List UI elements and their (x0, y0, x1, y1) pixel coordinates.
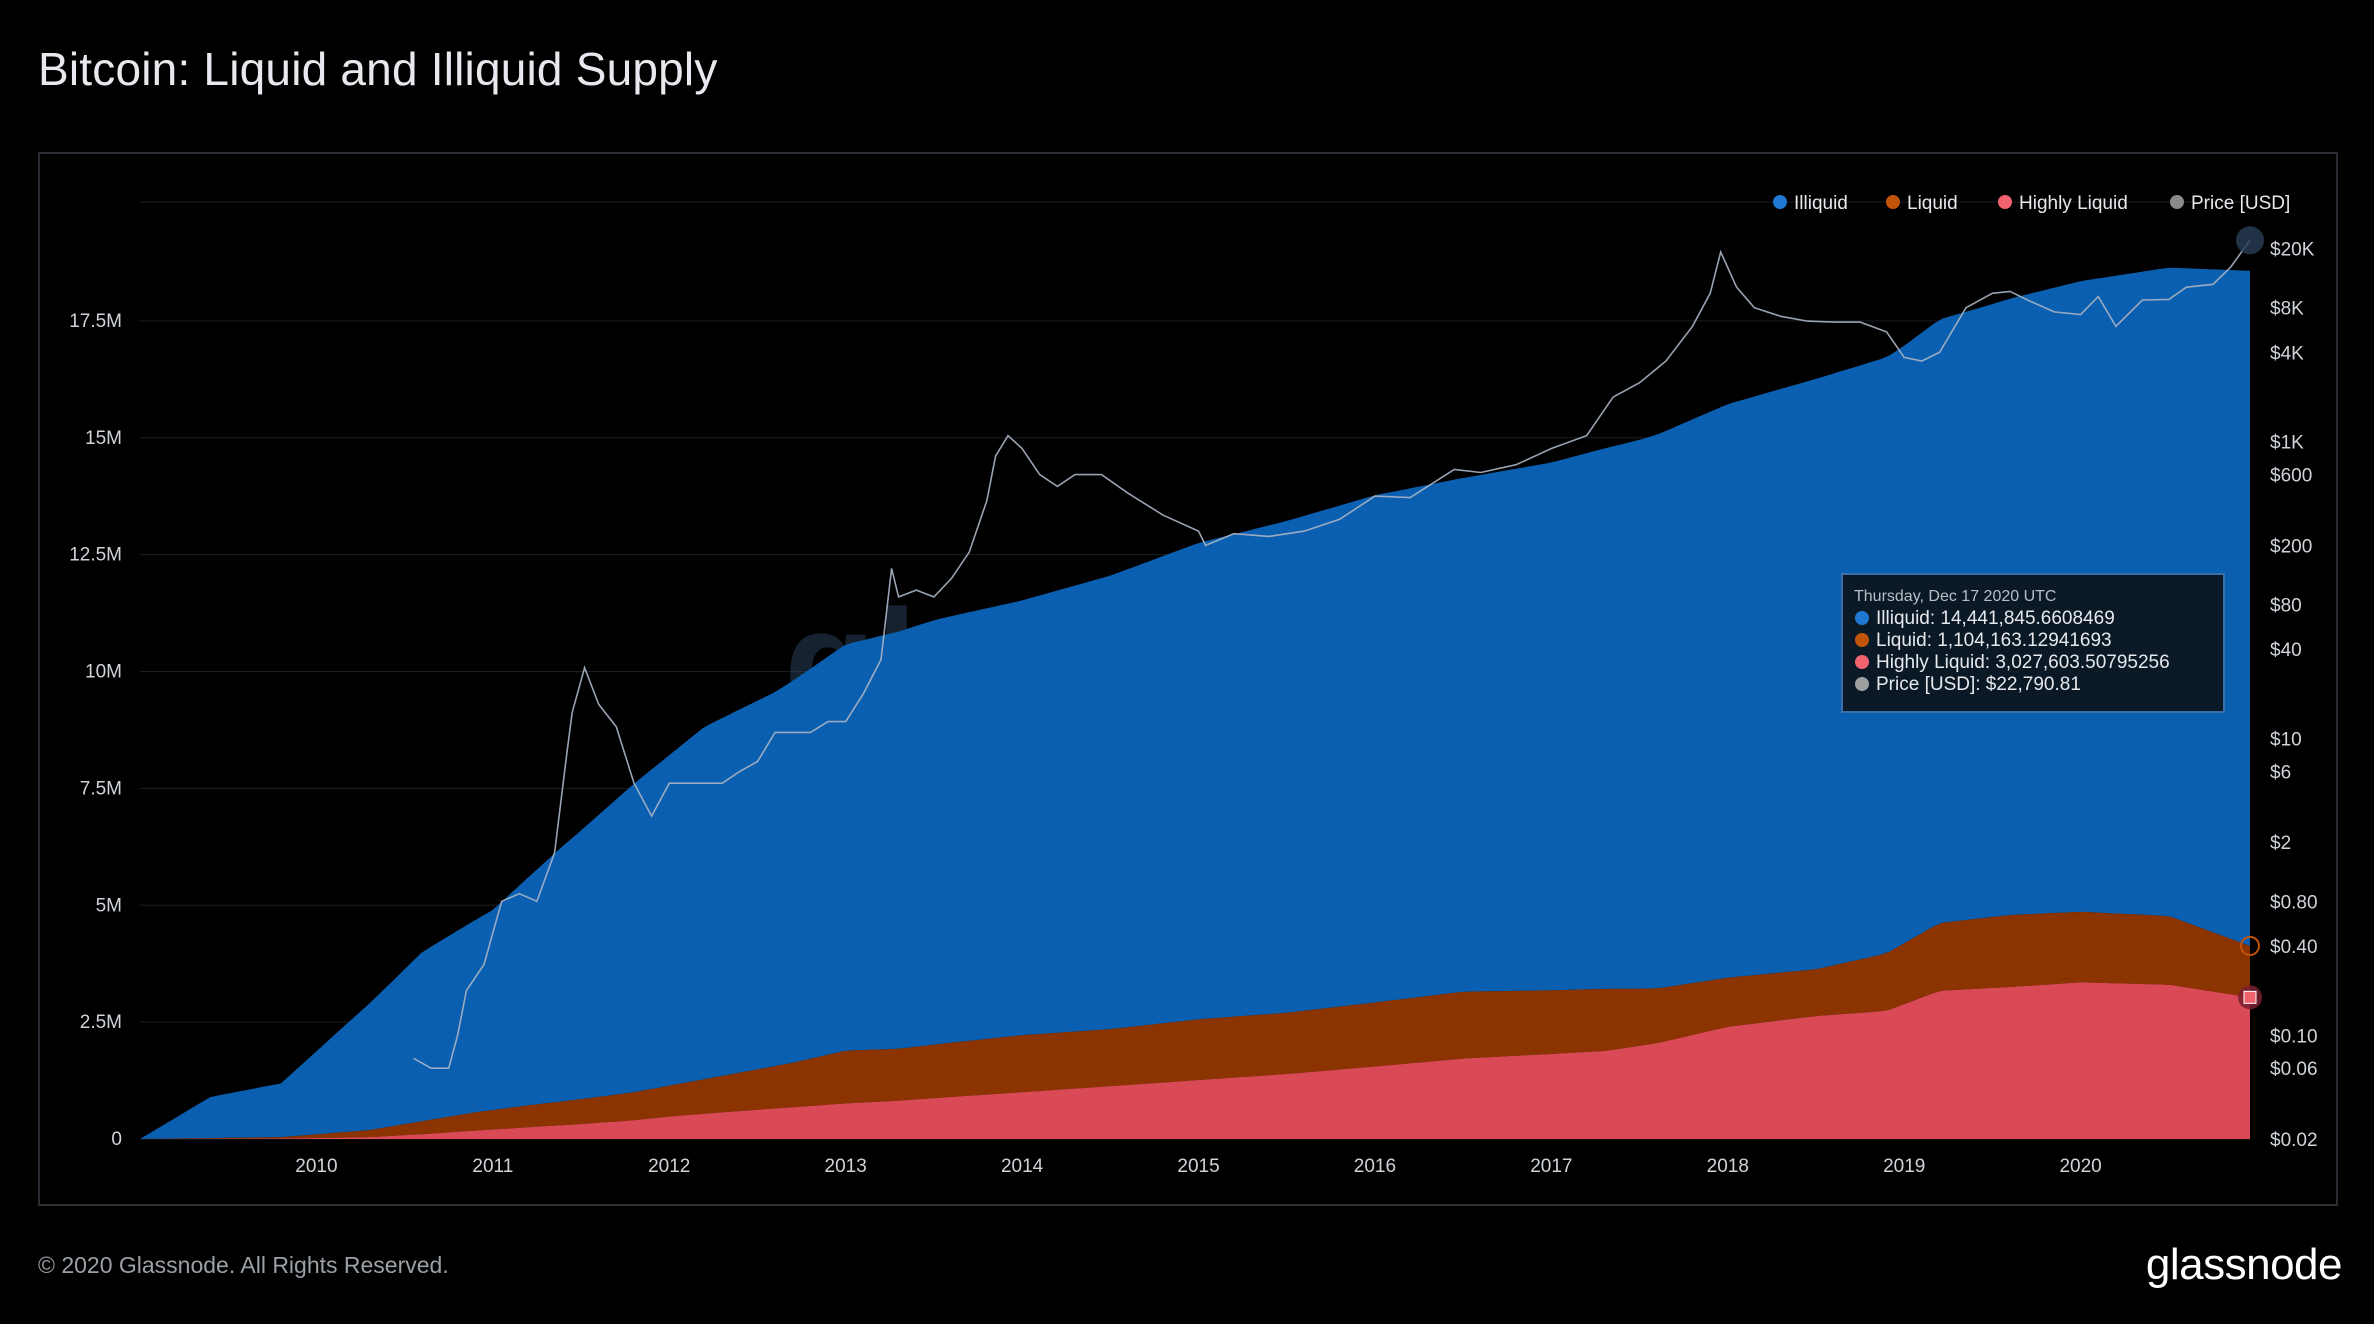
price-line[interactable] (413, 239, 2251, 1069)
x-tick-label-5: 2015 (1177, 1156, 1219, 1177)
x-tick-label-3: 2013 (825, 1156, 867, 1177)
chart-panel[interactable]: glassnode02.5M5M7.5M10M12.5M15M17.5M$0.0… (38, 152, 2338, 1206)
legend-swatch-3[interactable] (2170, 195, 2184, 209)
y-left-tick-label-6: 15M (85, 428, 122, 449)
y-right-tick-label-8: $40 (2270, 640, 2302, 661)
y-right-tick-label-10: $200 (2270, 536, 2312, 557)
x-tick-label-9: 2019 (1883, 1156, 1925, 1177)
y-right-tick-label-14: $8K (2270, 299, 2304, 320)
legend-swatch-2[interactable] (1998, 195, 2012, 209)
tooltip-row-1: Liquid: 1,104,163.12941693 (1876, 630, 2112, 651)
tooltip-swatch-0 (1855, 611, 1869, 625)
y-right-tick-label-7: $10 (2270, 730, 2302, 751)
y-left-tick-label-5: 12.5M (69, 545, 122, 566)
x-tick-label-2: 2012 (648, 1156, 690, 1177)
liquid-endpoint-marker[interactable] (2240, 935, 2260, 956)
chart-svg[interactable]: glassnode02.5M5M7.5M10M12.5M15M17.5M$0.0… (40, 154, 2336, 1204)
y-left-tick-label-2: 5M (96, 895, 122, 916)
copyright-footer: © 2020 Glassnode. All Rights Reserved. (38, 1252, 449, 1278)
y-left-tick-label-0: 0 (111, 1129, 122, 1150)
x-tick-label-8: 2018 (1707, 1156, 1749, 1177)
tooltip-row-2: Highly Liquid: 3,027,603.50795256 (1876, 652, 2170, 673)
illiquid-area[interactable] (140, 267, 2250, 1139)
y-left-tick-label-1: 2.5M (80, 1012, 122, 1033)
x-tick-label-7: 2017 (1530, 1156, 1572, 1177)
y-right-tick-label-0: $0.02 (2270, 1130, 2318, 1151)
legend-swatch-0[interactable] (1773, 195, 1787, 209)
highly-liquid-endpoint-square[interactable] (2243, 990, 2257, 1004)
glassnode-logo[interactable]: glassnode (2145, 1240, 2343, 1289)
tooltip-date: Thursday, Dec 17 2020 UTC (1854, 588, 2056, 605)
y-right-tick-label-4: $0.80 (2270, 892, 2318, 913)
y-right-tick-label-15: $20K (2270, 240, 2315, 261)
x-tick-label-0: 2010 (295, 1156, 337, 1177)
legend-label-0: Illiquid (1794, 193, 1848, 214)
y-right-tick-label-11: $600 (2270, 466, 2312, 487)
x-tick-label-10: 2020 (2059, 1156, 2101, 1177)
x-tick-label-4: 2014 (1001, 1156, 1044, 1177)
x-tick-label-1: 2011 (472, 1156, 513, 1177)
legend-label-3: Price [USD] (2191, 193, 2290, 214)
x-tick-label-6: 2016 (1354, 1156, 1396, 1177)
y-left-tick-label-3: 7.5M (80, 778, 122, 799)
tooltip-row-0: Illiquid: 14,441,845.6608469 (1876, 608, 2115, 629)
y-right-tick-label-2: $0.10 (2270, 1026, 2318, 1047)
liquid-area[interactable] (140, 911, 2250, 1139)
legend-label-2: Highly Liquid (2019, 193, 2128, 214)
y-left-tick-label-7: 17.5M (69, 311, 122, 332)
tooltip-swatch-1 (1855, 633, 1869, 647)
tooltip-box (1841, 573, 2225, 713)
highly-liquid-area[interactable] (140, 982, 2250, 1139)
y-right-tick-label-6: $6 (2270, 762, 2291, 783)
y-right-tick-label-13: $4K (2270, 343, 2304, 364)
legend-label-1: Liquid (1907, 193, 1958, 214)
tooltip-swatch-3 (1855, 677, 1869, 691)
tooltip-swatch-2 (1855, 655, 1869, 669)
tooltip-row-3: Price [USD]: $22,790.81 (1876, 674, 2081, 695)
y-right-tick-label-1: $0.06 (2270, 1059, 2318, 1080)
y-right-tick-label-5: $2 (2270, 833, 2291, 854)
chart-title: Bitcoin: Liquid and Illiquid Supply (38, 43, 718, 95)
legend-swatch-1[interactable] (1886, 195, 1900, 209)
price-endpoint-marker[interactable] (2236, 226, 2264, 255)
y-right-tick-label-3: $0.40 (2270, 937, 2318, 958)
y-right-tick-label-12: $1K (2270, 433, 2304, 454)
y-right-tick-label-9: $80 (2270, 595, 2302, 616)
y-left-tick-label-4: 10M (85, 662, 122, 683)
